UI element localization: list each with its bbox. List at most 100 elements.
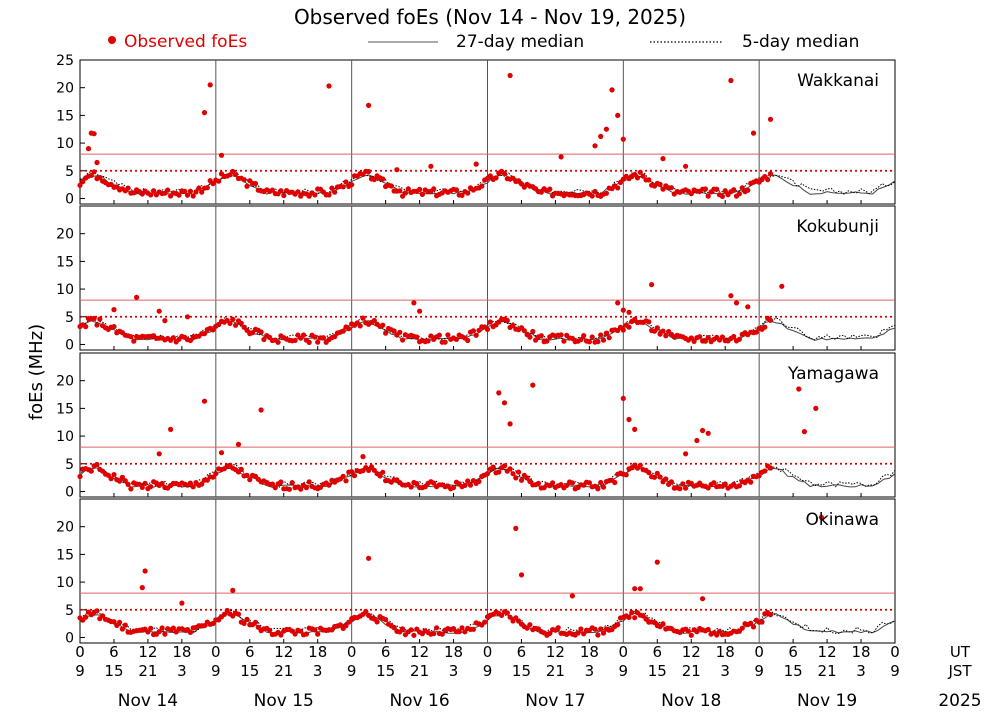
day-label: Nov 16 bbox=[389, 691, 449, 711]
observed-point bbox=[165, 187, 171, 193]
observed-point bbox=[83, 324, 89, 330]
observed-point bbox=[680, 481, 686, 487]
observed-point bbox=[326, 83, 332, 89]
observed-point bbox=[368, 464, 375, 470]
observed-point bbox=[668, 479, 675, 485]
observed-point bbox=[326, 482, 332, 488]
observed-point bbox=[394, 167, 400, 173]
observed-point bbox=[510, 471, 516, 477]
observed-point bbox=[431, 480, 437, 486]
observed-point bbox=[513, 475, 519, 481]
observed-point bbox=[201, 331, 208, 337]
observed-point bbox=[414, 481, 420, 487]
observed-point bbox=[258, 329, 264, 335]
y-tick-label: 0 bbox=[65, 630, 74, 646]
observed-points bbox=[77, 514, 825, 638]
jst-tick-label: 21 bbox=[138, 662, 157, 680]
observed-point bbox=[490, 464, 496, 470]
y-tick-label: 5 bbox=[65, 164, 74, 180]
observed-point bbox=[813, 405, 819, 411]
jst-tick-label: 15 bbox=[512, 662, 531, 680]
observed-point bbox=[261, 336, 267, 343]
observed-point bbox=[159, 480, 165, 487]
observed-point bbox=[705, 335, 711, 341]
observed-point bbox=[547, 630, 553, 637]
observed-point bbox=[445, 332, 451, 338]
observed-point bbox=[417, 186, 423, 192]
observed-point bbox=[210, 620, 216, 627]
jst-tick-label: 3 bbox=[720, 662, 730, 680]
observed-point bbox=[595, 339, 601, 345]
observed-point bbox=[187, 629, 193, 636]
observed-point bbox=[303, 631, 309, 637]
observed-point bbox=[615, 185, 621, 191]
observed-point bbox=[753, 329, 759, 335]
y-tick-label: 5 bbox=[65, 457, 74, 473]
observed-point bbox=[125, 481, 131, 487]
jst-tick-label: 15 bbox=[648, 662, 667, 680]
y-tick-label: 20 bbox=[56, 520, 74, 536]
observed-point bbox=[518, 477, 525, 483]
y-tick-label: 10 bbox=[56, 282, 74, 298]
jst-tick-label: 15 bbox=[240, 662, 259, 680]
observed-point bbox=[179, 600, 185, 606]
jst-tick-label: 9 bbox=[347, 662, 357, 680]
observed-point bbox=[77, 473, 83, 480]
observed-point bbox=[168, 426, 174, 432]
observed-point bbox=[484, 471, 491, 477]
day-label: Nov 15 bbox=[254, 691, 314, 711]
observed-point bbox=[600, 630, 607, 636]
observed-point bbox=[340, 184, 346, 190]
observed-point bbox=[547, 186, 553, 192]
observed-point bbox=[550, 480, 556, 486]
observed-point bbox=[507, 614, 513, 620]
observed-point bbox=[94, 322, 100, 328]
y-tick-label: 25 bbox=[56, 53, 74, 69]
observed-point bbox=[637, 169, 643, 175]
observed-point bbox=[85, 146, 92, 152]
observed-point bbox=[434, 625, 440, 631]
observed-point bbox=[762, 468, 768, 474]
observed-point bbox=[201, 623, 208, 629]
observed-point bbox=[711, 480, 717, 486]
observed-point bbox=[705, 430, 711, 436]
observed-point bbox=[267, 627, 273, 633]
observed-point bbox=[779, 283, 785, 289]
observed-point bbox=[408, 627, 414, 633]
observed-point bbox=[119, 626, 125, 632]
observed-point bbox=[453, 187, 459, 193]
observed-point bbox=[453, 336, 459, 342]
observed-point bbox=[700, 596, 706, 602]
observed-point bbox=[371, 176, 377, 183]
y-tick-label: 15 bbox=[56, 108, 74, 124]
observed-point bbox=[663, 476, 669, 482]
observed-point bbox=[600, 337, 607, 343]
legend: Observed foEs 27-day median 5-day median bbox=[108, 32, 859, 52]
observed-point bbox=[210, 327, 216, 333]
observed-point bbox=[575, 630, 581, 636]
observed-point bbox=[349, 182, 355, 188]
observed-point bbox=[162, 318, 168, 324]
observed-point bbox=[431, 631, 437, 637]
y-tick-label: 5 bbox=[65, 310, 74, 326]
jst-tick-label: 3 bbox=[313, 662, 323, 680]
observed-point bbox=[94, 461, 100, 468]
jst-tick-label: 21 bbox=[410, 662, 429, 680]
observed-point bbox=[649, 282, 655, 288]
jst-tick-label: 21 bbox=[546, 662, 565, 680]
panel-wakkanai: 0 5 10 15 20 25 Wakkanai bbox=[56, 53, 896, 207]
observed-point bbox=[411, 300, 417, 306]
observed-point bbox=[371, 317, 377, 324]
ut-tick-label: 18 bbox=[444, 643, 463, 661]
observed-point bbox=[473, 332, 479, 338]
observed-point bbox=[337, 622, 343, 628]
observed-point bbox=[694, 437, 700, 444]
observed-point bbox=[241, 177, 247, 183]
observed-point bbox=[156, 629, 162, 635]
observed-point bbox=[646, 319, 652, 325]
observed-point bbox=[233, 171, 239, 177]
observed-point bbox=[719, 193, 726, 199]
jst-tick-label: 15 bbox=[104, 662, 123, 680]
observed-point bbox=[77, 182, 83, 188]
observed-point bbox=[111, 307, 117, 313]
